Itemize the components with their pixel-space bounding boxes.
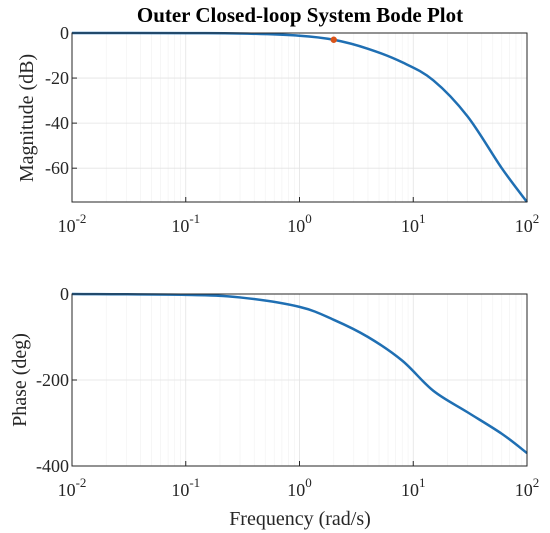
- phase-axes: 0-200-400 10-2 10-1 100 101 102 Phase (deg) …: [9, 284, 539, 530]
- y-tick-label: -60: [45, 158, 69, 178]
- x-tick-label: 100: [287, 475, 312, 500]
- y-tick-label: -400: [36, 456, 69, 476]
- x-tick-label: 10-1: [171, 211, 200, 236]
- data-point-marker: [330, 36, 337, 43]
- chart-title: Outer Closed-loop System Bode Plot: [137, 3, 463, 27]
- y-tick-label: -200: [36, 370, 69, 390]
- y-tick-label: 0: [60, 23, 69, 43]
- magnitude-y-ticks: 0 -20 -40 -60: [45, 23, 77, 178]
- x-tick-label: 10-2: [58, 211, 87, 236]
- magnitude-y-label: Magnitude (dB): [16, 54, 38, 182]
- phase-series: [71, 292, 528, 455]
- phase-x-label: Frequency (rad/s): [229, 508, 371, 530]
- magnitude-grid: [71, 32, 528, 202]
- y-tick-label: -40: [45, 113, 69, 133]
- x-tick-label: 101: [401, 211, 426, 236]
- phase-x-ticks: 10-2 10-1 100 101 102: [58, 461, 540, 500]
- y-tick-label: 0: [60, 284, 69, 304]
- series-line: [71, 292, 528, 455]
- y-tick-label: -20: [45, 68, 69, 88]
- phase-y-label: Phase (deg): [9, 333, 31, 427]
- x-tick-label: 10-2: [58, 475, 87, 500]
- x-tick-label: 102: [515, 211, 540, 236]
- x-tick-label: 102: [515, 475, 540, 500]
- x-tick-label: 10-1: [171, 475, 200, 500]
- magnitude-x-ticks: 10-2 10-1 100 101 102: [58, 197, 540, 236]
- phase-grid: [71, 293, 528, 467]
- x-tick-label: 100: [287, 211, 312, 236]
- phase-y-ticks: 0 -200 -400: [36, 284, 77, 476]
- magnitude-axes: 0 -20 -40 -60 10-2 10-1 100 101 102 Magnitude (…: [16, 23, 539, 236]
- x-tick-label: 101: [401, 475, 426, 500]
